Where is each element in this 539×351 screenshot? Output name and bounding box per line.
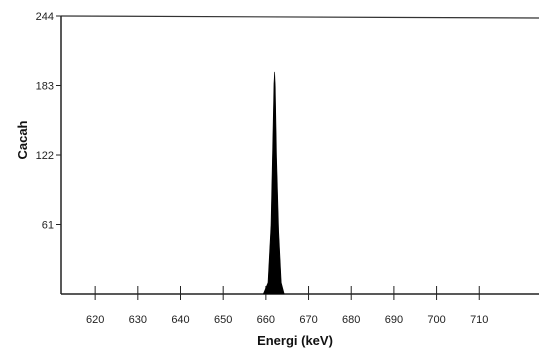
series-layer bbox=[262, 71, 285, 295]
plot-frame bbox=[60, 15, 539, 295]
x-tick-label: 700 bbox=[427, 314, 445, 326]
x-tick-label: 640 bbox=[171, 314, 189, 326]
y-axis-title: Cacah bbox=[15, 120, 30, 159]
x-tick-label: 630 bbox=[129, 314, 147, 326]
plot-top-border bbox=[60, 15, 539, 19]
y-tick-label: 61 bbox=[42, 220, 54, 232]
y-axis-ticks: 61 122 183 244 bbox=[36, 11, 61, 232]
x-tick-label: 660 bbox=[257, 314, 275, 326]
x-tick-label: 650 bbox=[214, 314, 232, 326]
x-tick-label: 710 bbox=[470, 314, 488, 326]
spectrum-peak bbox=[262, 71, 285, 295]
y-tick-label: 122 bbox=[36, 150, 54, 162]
x-axis-ticks: 620 630 640 650 660 670 680 690 700 710 bbox=[86, 286, 488, 326]
y-tick-label: 183 bbox=[36, 81, 54, 93]
x-tick-label: 670 bbox=[299, 314, 317, 326]
x-axis-title: Energi (keV) bbox=[257, 333, 333, 348]
x-tick-label: 690 bbox=[385, 314, 403, 326]
y-tick-label: 244 bbox=[36, 11, 54, 23]
x-tick-label: 680 bbox=[342, 314, 360, 326]
x-tick-label: 620 bbox=[86, 314, 104, 326]
